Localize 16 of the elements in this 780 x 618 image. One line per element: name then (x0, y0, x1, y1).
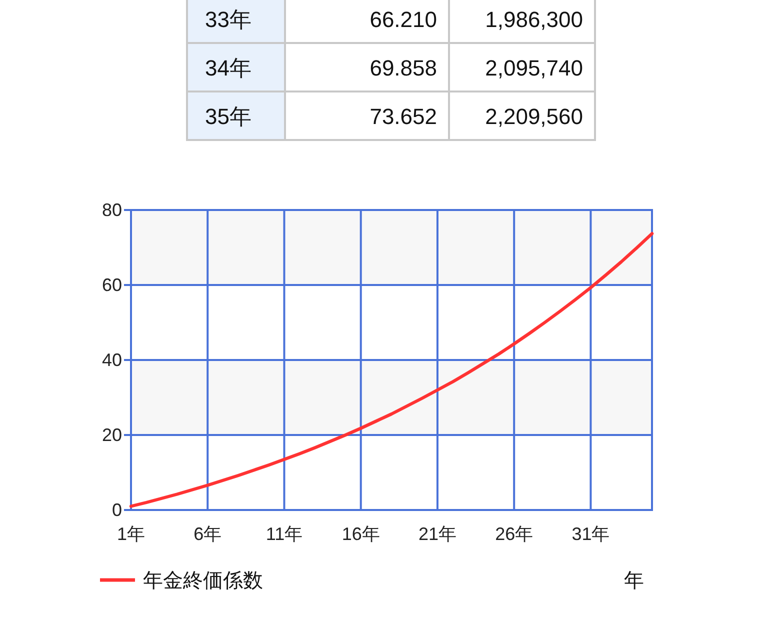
y-tick-label: 0 (112, 500, 122, 520)
x-tick-label: 21年 (418, 524, 456, 544)
x-tick-label: 26年 (495, 524, 534, 544)
legend: 年金終価係数 (100, 570, 263, 592)
x-tick-label: 1年 (116, 524, 146, 544)
y-tick-label: 40 (102, 350, 122, 370)
legend-label: 年金終価係数 (143, 570, 263, 592)
y-tick-label: 20 (102, 425, 122, 445)
x-tick-label: 6年 (194, 524, 222, 544)
table: 33年 66.210 1,986,300 34年 69.858 2,095,740 35年 73.652 2,209,560 (186, 0, 596, 141)
x-axis-title: 年 (624, 570, 644, 592)
x-tick-label: 16年 (342, 524, 380, 544)
x-tick-label: 31年 (572, 524, 610, 544)
y-tick-label: 60 (102, 275, 122, 295)
y-tick-label: 80 (102, 200, 122, 220)
x-tick-label: 11年 (266, 524, 303, 544)
